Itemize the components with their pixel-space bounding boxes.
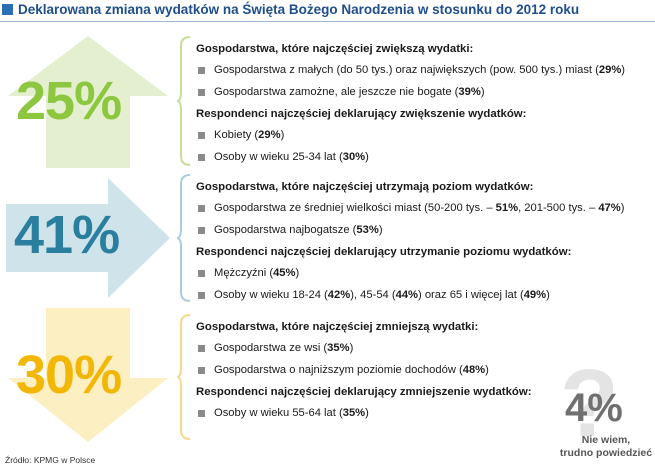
dont-know-percentage: 4% <box>565 386 623 430</box>
increase-households-heading: Gospodarstwa, które najczęściej zwiększą… <box>196 43 474 55</box>
decrease-percentage: 30% <box>16 345 122 405</box>
increase-brace <box>176 36 192 171</box>
up-arrow-icon <box>6 34 170 170</box>
header: Deklarowana zmiana wydatków na Święta Bo… <box>0 0 655 22</box>
list-item: Gospodarstwa najbogatsze (53%) <box>196 223 646 238</box>
title-marker <box>2 4 13 15</box>
keep-details: Gospodarstwa, które najczęściej utrzymaj… <box>196 180 646 310</box>
keep-percentage: 41% <box>14 205 120 265</box>
down-arrow-icon <box>6 306 170 444</box>
bullet-icon <box>198 89 205 96</box>
list-item: Gospodarstwa ze średniej wielkości miast… <box>196 201 646 216</box>
list-item: Gospodarstwa ze wsi (35%) <box>196 341 646 356</box>
bullet-icon <box>198 292 205 299</box>
increase-respondents-heading: Respondenci najczęściej deklarujący zwię… <box>196 108 527 120</box>
bullet-icon <box>198 154 205 161</box>
question-mark-icon: ? <box>560 350 619 457</box>
bullet-icon <box>198 67 205 74</box>
decrease-details: Gospodarstwa, które najczęściej zmniejsz… <box>196 320 646 428</box>
decrease-households-heading: Gospodarstwa, które najczęściej zmniejsz… <box>196 321 479 333</box>
bullet-icon <box>198 410 205 417</box>
keep-brace <box>176 174 192 307</box>
list-item: Kobiety (29%) <box>196 128 646 143</box>
dont-know-label: Nie wiem, trudno powiedzieć <box>559 434 653 459</box>
list-item: Osoby w wieku 18-24 (42%), 45-54 (44%) o… <box>196 288 646 303</box>
header-rule <box>0 21 655 22</box>
source-note: Źródło: KPMG w Polsce <box>5 455 96 465</box>
list-item: Osoby w wieku 55-64 lat (35%) <box>196 406 646 421</box>
bullet-icon <box>198 132 205 139</box>
list-item: Mężczyźni (45%) <box>196 266 646 281</box>
keep-households-heading: Gospodarstwa, które najczęściej utrzymaj… <box>196 181 534 193</box>
list-item: Gospodarstwa zamożne, ale jeszcze nie bo… <box>196 85 646 100</box>
bullet-icon <box>198 270 205 277</box>
list-item: Gospodarstwa o najniższym poziomie docho… <box>196 363 646 378</box>
right-arrow-icon <box>4 176 172 300</box>
bullet-icon <box>198 205 205 212</box>
decrease-respondents-heading: Respondenci najczęściej deklarujący zmni… <box>196 386 532 398</box>
bullet-icon <box>198 345 205 352</box>
increase-percentage: 25% <box>16 71 122 131</box>
page-title: Deklarowana zmiana wydatków na Święta Bo… <box>18 2 580 17</box>
bullet-icon <box>198 227 205 234</box>
increase-details: Gospodarstwa, które najczęściej zwiększą… <box>196 42 646 172</box>
bullet-icon <box>198 367 205 374</box>
keep-respondents-heading: Respondenci najczęściej deklarujący utrz… <box>196 246 572 258</box>
list-item: Gospodarstwa z małych (do 50 tys.) oraz … <box>196 63 646 78</box>
decrease-brace <box>176 314 192 445</box>
list-item: Osoby w wieku 25-34 lat (30%) <box>196 150 646 165</box>
